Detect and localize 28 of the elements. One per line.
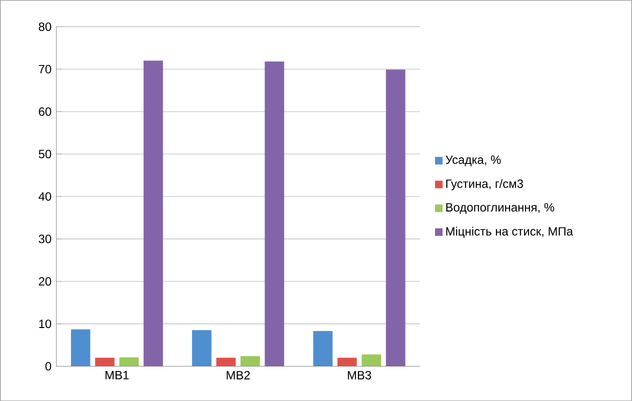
x-tick-label: МВ1 [106, 370, 129, 380]
y-tick-label: 10 [39, 319, 52, 328]
bar [337, 358, 357, 366]
bar [119, 357, 139, 366]
bar [144, 60, 163, 366]
legend-label: Густина, г/см3 [446, 178, 524, 190]
bar [192, 330, 212, 366]
x-tick-label: МВ3 [348, 370, 372, 380]
bar [386, 69, 406, 366]
y-tick-label: 40 [38, 192, 52, 201]
y-tick-label: 80 [38, 22, 52, 31]
bar [216, 358, 236, 366]
y-tick-label: 0 [45, 362, 52, 370]
bar [313, 330, 333, 366]
bar [362, 354, 382, 366]
x-tick-label: МВ2 [226, 370, 250, 380]
y-tick-label: 20 [38, 276, 52, 286]
legend-label: Міцність на стиск, МПа [446, 226, 574, 238]
bar [240, 356, 260, 366]
bar [264, 61, 284, 366]
legend-label: Водопоглинання, % [446, 203, 554, 214]
y-tick-label: 50 [38, 150, 52, 158]
y-tick-label: 70 [38, 64, 52, 74]
bar [70, 329, 90, 366]
legend-label: Усадка, % [446, 155, 501, 166]
y-tick-label: 60 [38, 107, 52, 116]
bar [95, 358, 114, 366]
y-tick-label: 30 [38, 234, 52, 244]
